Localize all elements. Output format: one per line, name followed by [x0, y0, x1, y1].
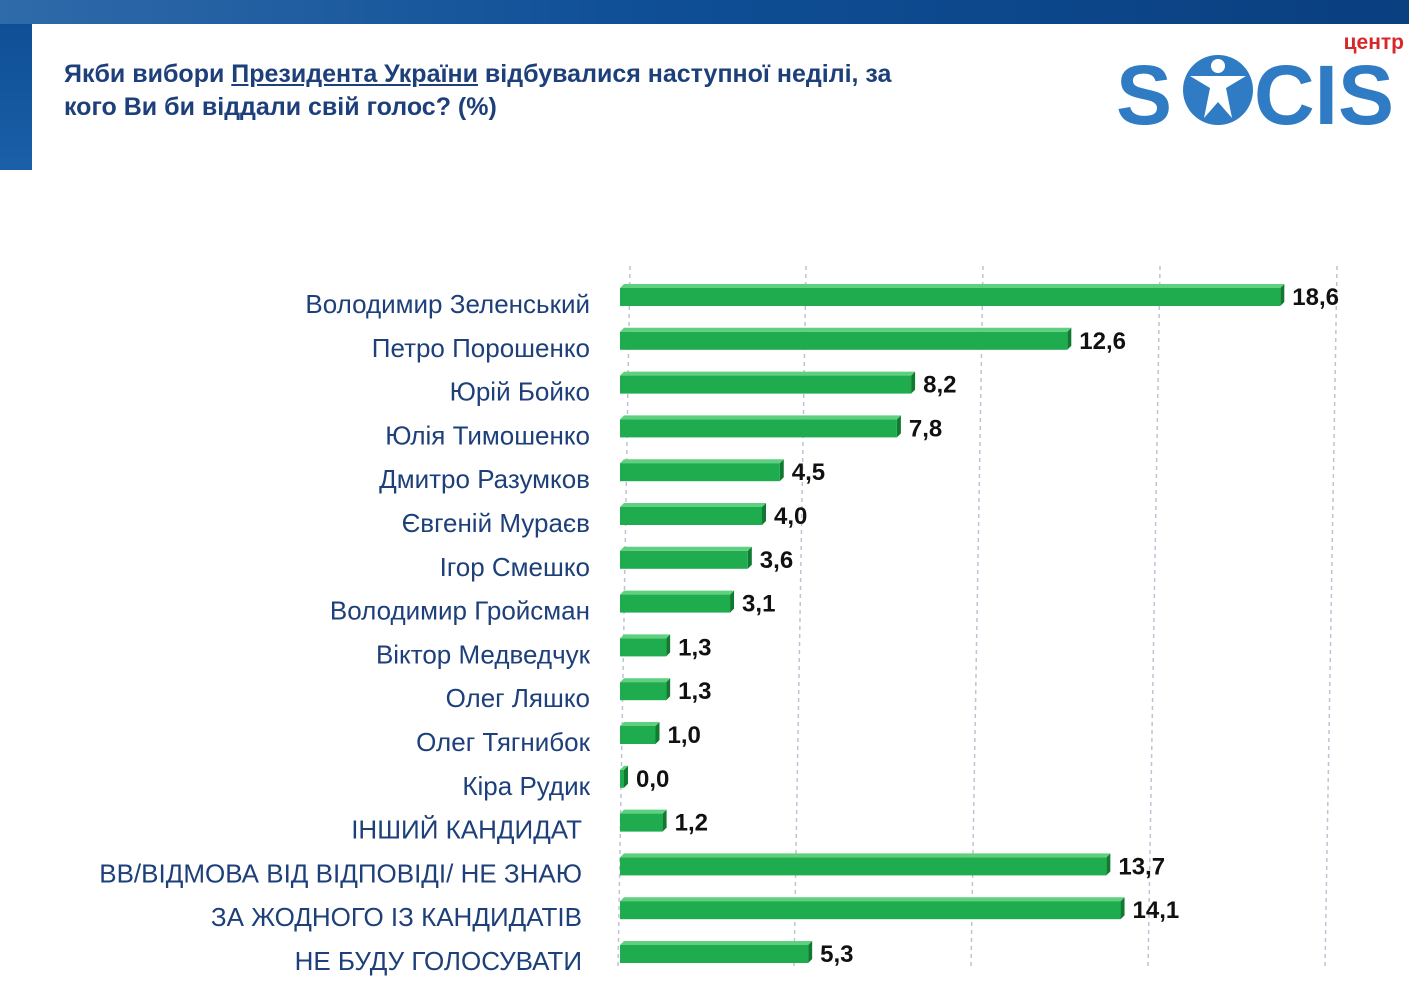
category-label-6: Ігор Смешко — [440, 552, 590, 582]
grid-line-3 — [1147, 265, 1161, 969]
value-label-6: 3,6 — [760, 547, 793, 574]
category-label-10: Олег Тягнибок — [416, 727, 590, 757]
bar-4 — [620, 459, 784, 482]
value-label-8: 1,3 — [678, 634, 711, 661]
top-header-band — [0, 0, 1409, 24]
value-label-15: 5,3 — [820, 941, 853, 968]
grid-line-2 — [970, 265, 984, 969]
category-label-12: ІНШИЙ КАНДИДАТ — [351, 815, 582, 845]
bar-7 — [620, 590, 735, 613]
category-label-8: Віктор Медведчук — [376, 639, 591, 669]
value-label-7: 3,1 — [742, 591, 775, 618]
title-text-part1: Якби вибори — [64, 60, 232, 88]
bar-8 — [620, 634, 671, 657]
logo-letters-cis: CIS — [1254, 48, 1394, 134]
category-label-3: Юлія Тимошенко — [385, 420, 590, 450]
bar-0 — [620, 284, 1285, 306]
bar-5 — [620, 503, 766, 525]
grid-line-0 — [617, 265, 631, 969]
title-text-line2: кого Ви би віддали свій голос? (%) — [64, 93, 497, 121]
bar-15 — [620, 941, 813, 963]
socis-logo: центр S CIS — [1116, 31, 1404, 134]
bar-10 — [620, 722, 660, 744]
category-label-1: Петро Порошенко — [372, 333, 590, 363]
category-label-5: Євгеній Мураєв — [402, 508, 590, 538]
logo-small-text: центр — [1344, 31, 1404, 54]
value-label-4: 4,5 — [792, 459, 825, 486]
value-label-2: 8,2 — [923, 372, 956, 399]
bar-6 — [620, 546, 752, 569]
category-label-2: Юрій Бойко — [450, 377, 590, 407]
value-label-5: 4,0 — [774, 503, 807, 530]
left-accent-strip — [0, 24, 32, 170]
category-label-0: Володимир Зеленський — [305, 289, 590, 319]
person-star-icon — [1183, 55, 1253, 125]
page-title: Якби вибори Президента України відбували… — [64, 58, 1044, 124]
category-label-7: Володимир Гройсман — [330, 596, 590, 626]
value-label-0: 18,6 — [1292, 284, 1339, 311]
value-label-14: 14,1 — [1133, 897, 1180, 924]
bar-11 — [620, 765, 628, 788]
category-label-4: Дмитро Разумков — [379, 464, 590, 494]
value-label-1: 12,6 — [1079, 328, 1126, 355]
bar-14 — [620, 897, 1125, 920]
value-label-10: 1,0 — [668, 722, 701, 749]
logo-letter-s: S — [1116, 48, 1172, 134]
bar-12 — [620, 809, 667, 832]
category-label-13: ВВ/ВІДМОВА ВІД ВІДПОВІДІ/ НЕ ЗНАЮ — [99, 858, 582, 888]
title-underlined-text: Президента України — [231, 60, 478, 88]
value-label-12: 1,2 — [675, 810, 708, 837]
bar-1 — [620, 327, 1072, 350]
bar-9 — [620, 678, 671, 701]
grid-line-1 — [793, 265, 807, 969]
title-text-part2: відбувалися наступної неділі, за — [477, 60, 892, 88]
category-label-15: НЕ БУДУ ГОЛОСУВАТИ — [295, 946, 582, 976]
category-label-9: Олег Ляшко — [446, 683, 590, 713]
bar-13 — [620, 853, 1111, 876]
value-label-11: 0,0 — [636, 766, 669, 793]
bar-3 — [620, 415, 901, 438]
bar-2 — [620, 371, 916, 394]
value-label-9: 1,3 — [678, 678, 711, 705]
value-label-3: 7,8 — [909, 415, 942, 442]
grid-line-4 — [1324, 265, 1338, 969]
value-label-13: 13,7 — [1118, 853, 1165, 880]
category-label-11: Кіра Рудик — [462, 771, 590, 801]
category-label-14: ЗА ЖОДНОГО ІЗ КАНДИДАТІВ — [211, 902, 582, 932]
